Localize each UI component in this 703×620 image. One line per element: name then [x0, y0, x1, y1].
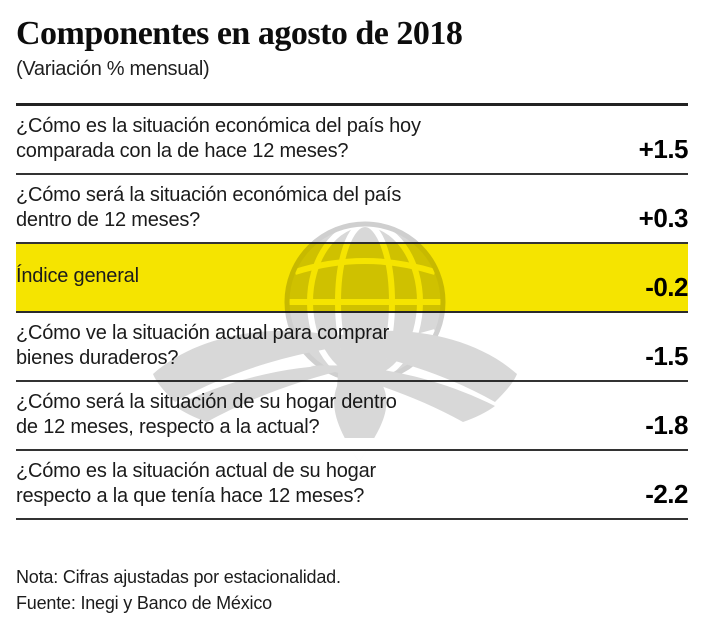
- row-value: -1.8: [645, 409, 688, 440]
- row-question: ¿Cómo es la situación actual de su hogar…: [16, 459, 376, 508]
- row-value: +1.5: [638, 133, 689, 164]
- source-line: Fuente: Inegi y Banco de México: [16, 592, 272, 613]
- footnote: Nota: Cifras ajustadas por estacionalida…: [16, 566, 341, 587]
- row-question: ¿Cómo es la situación económica del país…: [16, 114, 421, 163]
- table-row: ¿Cómo será la situación de su hogar dent…: [16, 382, 689, 451]
- row-value: -1.5: [645, 340, 688, 371]
- table-row: ¿Cómo es la situación actual de su hogar…: [16, 451, 689, 520]
- table-row: ¿Cómo es la situación económica del país…: [16, 106, 689, 175]
- table-row: ¿Cómo ve la situación actual para compra…: [16, 313, 689, 382]
- row-value: -2.2: [645, 478, 688, 509]
- components-table: ¿Cómo es la situación económica del país…: [16, 102, 689, 520]
- row-question: ¿Cómo será la situación de su hogar dent…: [16, 390, 397, 439]
- row-value: +0.3: [638, 202, 689, 233]
- row-question: Índice general: [16, 265, 139, 288]
- page-subtitle: (Variación % mensual): [16, 57, 210, 80]
- row-value: -0.2: [645, 271, 688, 302]
- page-title: Componentes en agosto de 2018: [16, 15, 463, 52]
- table-row-highlighted: Índice general -0.2: [16, 243, 689, 313]
- footer: Nota: Cifras ajustadas por estacionalida…: [16, 564, 688, 616]
- row-question: ¿Cómo será la situación económica del pa…: [16, 183, 402, 232]
- row-question: ¿Cómo ve la situación actual para compra…: [16, 321, 390, 370]
- table-row: ¿Cómo será la situación económica del pa…: [16, 175, 689, 244]
